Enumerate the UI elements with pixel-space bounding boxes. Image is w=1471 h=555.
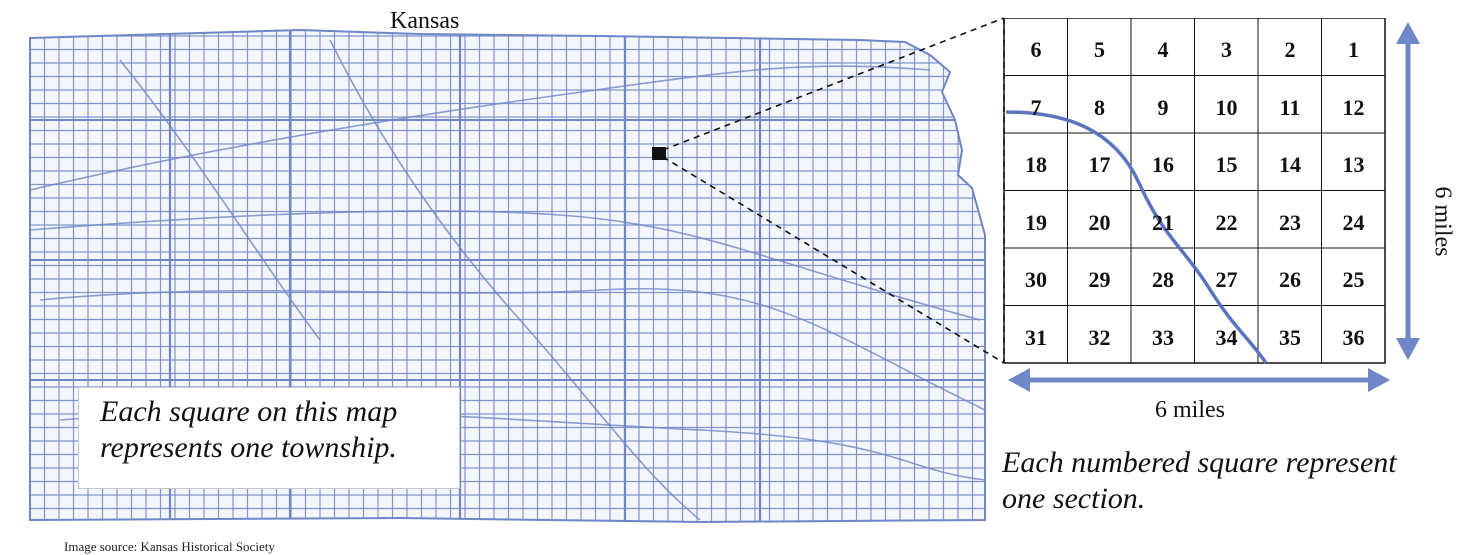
- section-35-label: 35: [1279, 324, 1301, 350]
- section-19-label: 19: [1025, 209, 1047, 235]
- section-29-label: 29: [1088, 267, 1111, 292]
- section-11-label: 11: [1279, 94, 1301, 120]
- section-6-label: 6: [1030, 37, 1042, 62]
- section-3-label: 3: [1221, 37, 1232, 62]
- section-5-label: 5: [1094, 37, 1105, 62]
- width-dimension-label: 6 miles: [1155, 397, 1225, 423]
- selected-township-marker: [652, 147, 666, 160]
- section-10-label: 10: [1215, 94, 1238, 120]
- section-34-label: 34: [1215, 324, 1238, 350]
- width-arrow-left-head: [1008, 368, 1030, 392]
- river-line: [1005, 110, 1268, 364]
- section-31-label: 31: [1025, 324, 1047, 350]
- section-1-label: 1: [1348, 37, 1359, 62]
- section-17-label: 17: [1088, 152, 1111, 177]
- section-20-label: 20: [1088, 209, 1111, 235]
- section-36-label: 36: [1342, 324, 1365, 350]
- section-21-label: 21: [1152, 209, 1174, 235]
- section-13-label: 13: [1342, 152, 1365, 177]
- zoom-line-top: [662, 17, 1005, 151]
- section-30-label: 30: [1025, 267, 1047, 292]
- image-source-credit: Image source: Kansas Historical Society: [64, 539, 275, 554]
- section-2-label: 2: [1284, 37, 1296, 62]
- zoom-line-bottom: [662, 156, 1005, 364]
- section-33-label: 33: [1152, 324, 1174, 350]
- section-12-label: 12: [1342, 94, 1365, 120]
- section-18-label: 18: [1025, 152, 1047, 177]
- section-24-label: 24: [1342, 209, 1365, 235]
- section-25-label: 25: [1342, 267, 1365, 292]
- section-15-label: 15: [1215, 152, 1238, 177]
- map-caption: Each square on this map represents one t…: [100, 395, 398, 464]
- height-arrow-top-head: [1396, 22, 1420, 44]
- section-7-label: 7: [1030, 94, 1042, 120]
- section-14-label: 14: [1279, 152, 1301, 177]
- width-arrow-right-head: [1368, 368, 1390, 392]
- section-28-label: 28: [1152, 267, 1174, 292]
- township-section-grid: [1003, 18, 1386, 364]
- section-26-label: 26: [1279, 267, 1301, 292]
- section-32-label: 32: [1088, 324, 1111, 350]
- section-16-label: 16: [1152, 152, 1174, 177]
- section-caption: Each numbered square represent one secti…: [1002, 446, 1397, 515]
- section-27-label: 27: [1215, 267, 1238, 292]
- section-22-label: 22: [1215, 209, 1238, 235]
- section-23-label: 23: [1279, 209, 1301, 235]
- section-9-label: 9: [1157, 94, 1169, 120]
- map-caption-box: [78, 387, 460, 489]
- section-4-label: 4: [1157, 37, 1169, 62]
- height-arrow-bottom-head: [1396, 338, 1420, 360]
- section-8-label: 8: [1094, 94, 1105, 120]
- map-title: Kansas: [390, 8, 460, 34]
